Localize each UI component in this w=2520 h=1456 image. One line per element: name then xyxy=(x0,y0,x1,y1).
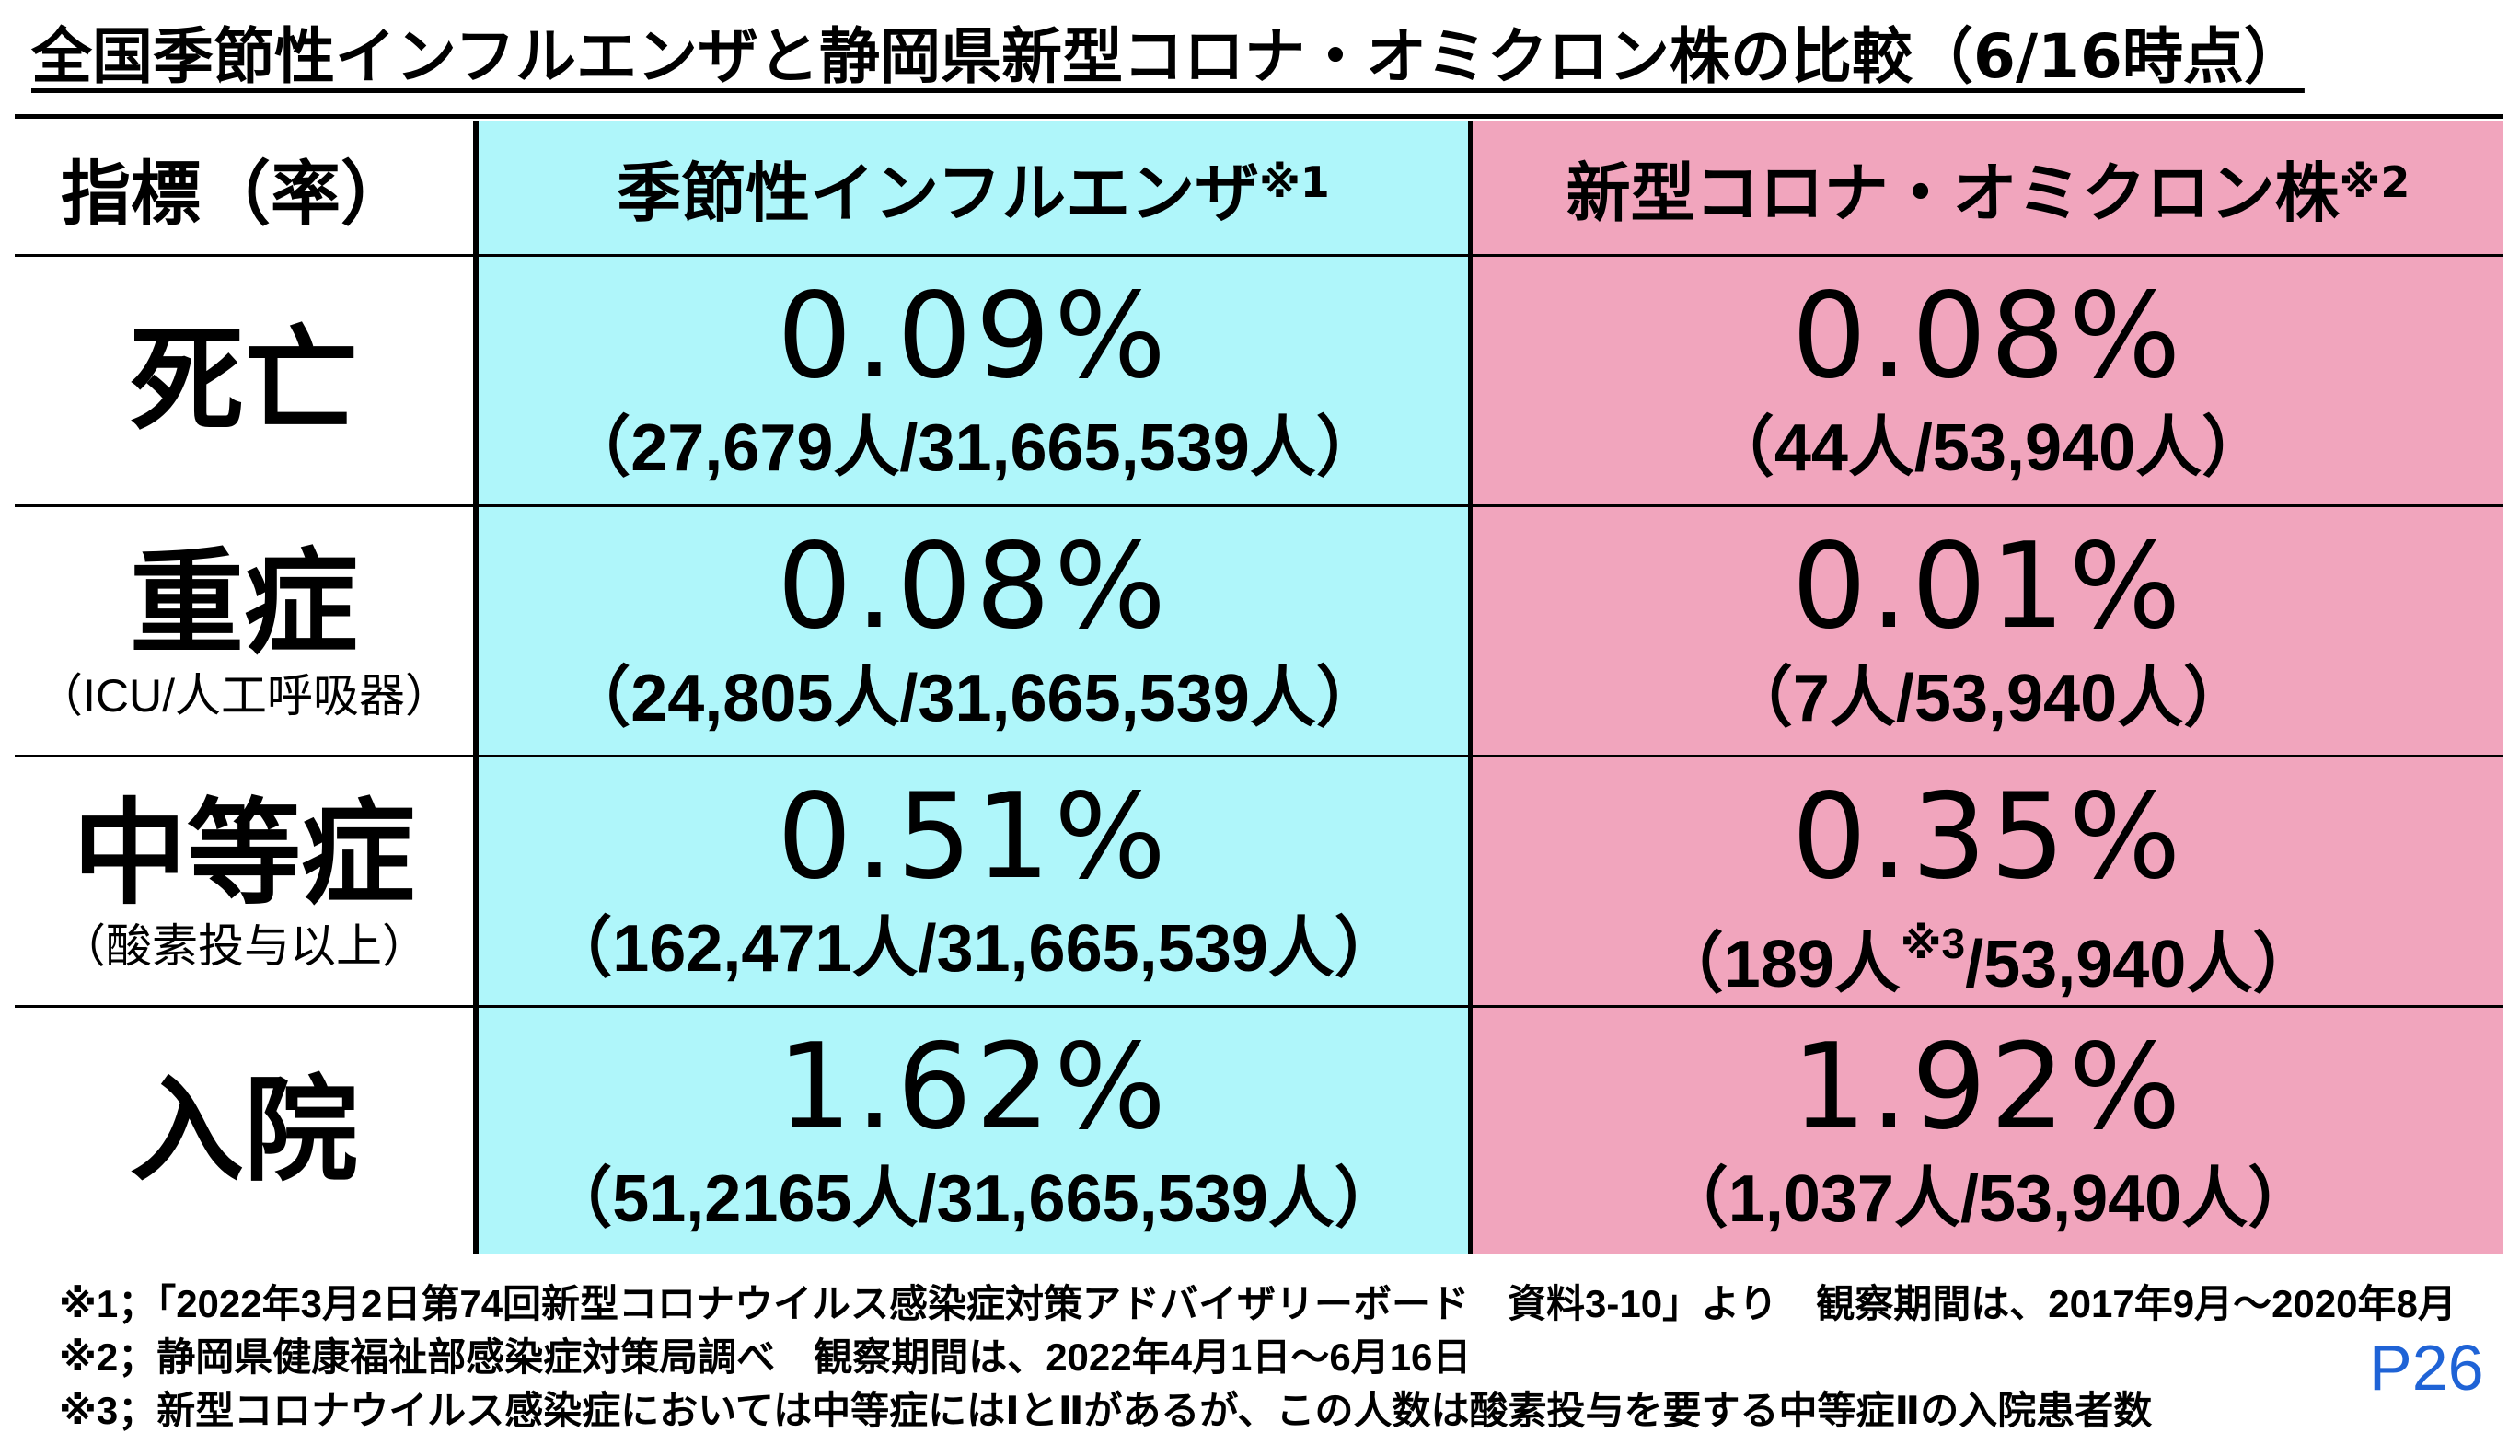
covid-moderate-cell: 0.35% （189人※3/53,940人） xyxy=(1473,755,2503,1005)
header-flu-label: 季節性インフルエンザ xyxy=(617,155,1260,231)
row-label-hospitalization: 入院 xyxy=(15,1005,479,1254)
flu-moderate-cell: 0.51% （162,471人/31,665,539人） xyxy=(479,755,1473,1005)
page-title: 全国季節性インフルエンザと静岡県新型コロナ・オミクロン株の比較（6/16時点） xyxy=(31,21,2305,92)
flu-hospitalization-rate: 1.62% xyxy=(777,1019,1170,1156)
covid-moderate-detail-count: （189人 xyxy=(1657,928,1901,1001)
covid-hospitalization-detail: （1,037人/53,940人） xyxy=(1661,1162,2315,1236)
flu-hospitalization-cell: 1.62% （51,2165人/31,665,539人） xyxy=(479,1005,1473,1254)
flu-death-detail: （27,679人/31,665,539人） xyxy=(564,411,1382,485)
covid-severe-detail: （7人/53,940人） xyxy=(1726,662,2250,735)
covid-moderate-note-mark: ※3 xyxy=(1900,919,1966,967)
comparison-table: 指標（率） 季節性インフルエンザ ※1 新型コロナ・オミクロン株 ※2 死亡 0.0… xyxy=(15,121,2503,1254)
covid-death-detail: （44人/53,940人） xyxy=(1707,411,2269,485)
row-label-severe: 重症 （ICU/人工呼吸器） xyxy=(15,504,479,755)
footnote-3: ※3；新型コロナウイルス感染症においては中等症にはⅠとⅡがあるが、この人数は酸素… xyxy=(59,1389,2153,1432)
flu-severe-rate: 0.08% xyxy=(777,518,1170,655)
flu-severe-cell: 0.08% （24,805人/31,665,539人） xyxy=(479,504,1473,755)
flu-moderate-detail: （162,471人/31,665,539人） xyxy=(546,912,1401,986)
footnote-1: ※1；「2022年3月2日第74回新型コロナウイルス感染症対策アドバイザリーボー… xyxy=(59,1282,2456,1325)
flu-death-rate: 0.09% xyxy=(777,268,1170,405)
header-covid: 新型コロナ・オミクロン株 ※2 xyxy=(1473,121,2503,254)
row-label-death: 死亡 xyxy=(15,254,479,504)
flu-moderate-rate: 0.51% xyxy=(777,768,1170,906)
covid-moderate-detail: （189人※3/53,940人） xyxy=(1658,905,2319,1005)
row-label: 死亡 xyxy=(129,314,358,447)
row-sublabel: （ICU/人工呼吸器） xyxy=(37,669,451,722)
covid-hospitalization-cell: 1.92% （1,037人/53,940人） xyxy=(1473,1005,2503,1254)
footnote-2: ※2；静岡県健康福祉部感染症対策局調べ 観察期間は、2022年4月1日～6月16… xyxy=(59,1335,1472,1379)
covid-moderate-detail-total: /53,940人） xyxy=(1965,928,2319,1001)
row-label: 中等症 xyxy=(72,787,415,920)
flu-severe-detail: （24,805人/31,665,539人） xyxy=(564,662,1382,735)
covid-hospitalization-rate: 1.92% xyxy=(1791,1019,2185,1156)
page-number: P26 xyxy=(2369,1332,2484,1404)
covid-severe-rate: 0.01% xyxy=(1791,518,2185,655)
row-sublabel: （酸素投与以上） xyxy=(60,919,428,972)
flu-hospitalization-detail: （51,2165人/31,665,539人） xyxy=(546,1162,1401,1236)
header-flu: 季節性インフルエンザ ※1 xyxy=(479,121,1473,254)
covid-death-rate: 0.08% xyxy=(1791,268,2185,405)
covid-severe-cell: 0.01% （7人/53,940人） xyxy=(1473,504,2503,755)
row-label-moderate: 中等症 （酸素投与以上） xyxy=(15,755,479,1005)
title-divider xyxy=(15,114,2503,119)
header-indicator: 指標（率） xyxy=(15,121,479,254)
header-covid-label: 新型コロナ・オミクロン株 xyxy=(1566,155,2340,231)
covid-moderate-rate: 0.35% xyxy=(1791,768,2185,906)
row-label: 入院 xyxy=(129,1064,358,1197)
row-label: 重症 xyxy=(129,537,358,670)
covid-death-cell: 0.08% （44人/53,940人） xyxy=(1473,254,2503,504)
footnotes: ※1；「2022年3月2日第74回新型コロナウイルス感染症対策アドバイザリーボー… xyxy=(59,1277,2456,1438)
flu-death-cell: 0.09% （27,679人/31,665,539人） xyxy=(479,254,1473,504)
